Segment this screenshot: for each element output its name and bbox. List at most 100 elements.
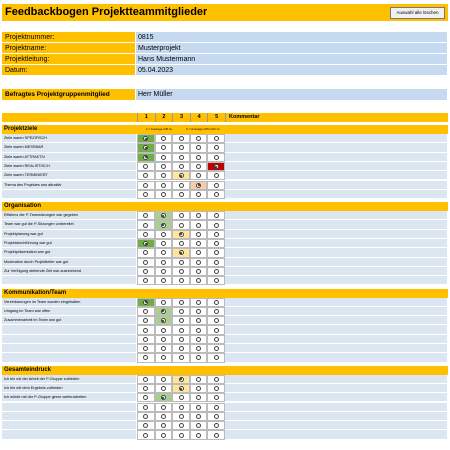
radio xyxy=(160,136,166,142)
info-label: Datum: xyxy=(2,65,136,76)
radio xyxy=(213,355,219,361)
radio xyxy=(178,213,184,219)
radio xyxy=(196,250,202,256)
radio xyxy=(196,136,202,142)
radio xyxy=(213,299,219,305)
comment-cell xyxy=(225,334,448,344)
radio xyxy=(213,386,219,392)
radio xyxy=(143,423,149,429)
radio xyxy=(160,250,166,256)
comment-cell xyxy=(225,180,448,190)
comment-cell xyxy=(225,402,448,412)
comment-cell xyxy=(225,161,448,172)
item-label: Moderation durch Projektleiter war gut xyxy=(2,257,137,267)
radio xyxy=(178,336,184,342)
radio xyxy=(196,423,202,429)
item-label xyxy=(2,353,137,363)
radio xyxy=(160,173,166,179)
info-value: Hans Mustermann xyxy=(136,54,448,65)
radio xyxy=(213,231,219,237)
radio-dot xyxy=(197,184,200,187)
radio xyxy=(196,327,202,333)
radio xyxy=(213,318,219,324)
comment-cell xyxy=(225,239,448,249)
item-label xyxy=(2,344,137,354)
item-label: Projektpräsentation war gut xyxy=(2,248,137,258)
comment-cell xyxy=(225,266,448,277)
radio xyxy=(178,308,184,314)
item-label: Ziele waren REALISTISCH xyxy=(2,161,137,172)
item-label: Vereinbarungen im Team wurden eingehalte… xyxy=(2,297,137,307)
radio xyxy=(213,423,219,429)
radio xyxy=(178,241,184,247)
radio xyxy=(143,173,149,179)
radio-dot xyxy=(144,301,147,304)
radio xyxy=(143,259,149,265)
comment-cell xyxy=(225,306,448,317)
comment-cell xyxy=(225,421,448,431)
item-label: Thema des Projektes war attraktiv xyxy=(2,180,137,190)
radio xyxy=(178,327,184,333)
radio xyxy=(213,269,219,275)
radio xyxy=(196,318,202,324)
radio xyxy=(196,213,202,219)
radio xyxy=(178,278,184,284)
comment-cell xyxy=(225,344,448,354)
radio xyxy=(160,404,166,410)
info-label: Projektname: xyxy=(2,43,136,54)
radio-dot xyxy=(180,251,182,254)
radio xyxy=(196,154,202,160)
item-label xyxy=(2,189,137,200)
radio xyxy=(196,432,202,438)
radio xyxy=(143,376,149,382)
radio xyxy=(213,376,219,382)
radio xyxy=(213,259,219,265)
radio xyxy=(196,259,202,265)
info-value: Musterprojekt xyxy=(136,43,448,54)
radio xyxy=(143,336,149,342)
radio-dot xyxy=(144,242,147,245)
radio xyxy=(160,241,166,247)
radio xyxy=(213,145,219,151)
radio xyxy=(160,299,166,305)
radio xyxy=(160,191,166,197)
radio xyxy=(160,386,166,392)
scale-worst: 5 = Aussage trifft nicht zu xyxy=(186,127,220,131)
radio-dot xyxy=(180,233,182,236)
radio-dot xyxy=(162,396,165,399)
title-bar xyxy=(2,4,448,21)
item-label xyxy=(2,430,137,440)
radio xyxy=(213,395,219,401)
radio-dot xyxy=(180,174,182,177)
item-label xyxy=(2,325,137,335)
radio-dot xyxy=(215,165,218,168)
radio xyxy=(196,355,202,361)
comment-cell xyxy=(225,220,448,230)
member-label: Befragtes Projektgruppenmitglied xyxy=(2,89,136,101)
radio xyxy=(160,182,166,188)
comment-cell xyxy=(225,383,448,394)
comment-cell xyxy=(225,316,448,326)
section-header: Projektziele xyxy=(2,125,448,134)
info-value: 05.04.2023 xyxy=(136,65,448,76)
item-label: Projektplanung war gut xyxy=(2,229,137,239)
member-value: Herr Müller xyxy=(136,89,448,101)
radio-dot xyxy=(162,214,165,217)
comment-cell xyxy=(225,276,448,286)
rating-header: 3 xyxy=(172,113,190,122)
radio xyxy=(178,395,184,401)
radio xyxy=(178,191,184,197)
radio xyxy=(196,386,202,392)
comment-cell xyxy=(225,257,448,267)
radio xyxy=(213,154,219,160)
info-value: 0815 xyxy=(136,32,448,43)
radio xyxy=(160,423,166,429)
radio xyxy=(143,327,149,333)
clear-button[interactable]: Auswahl alle löschen xyxy=(390,7,445,19)
radio xyxy=(213,213,219,219)
radio xyxy=(213,413,219,419)
radio xyxy=(213,222,219,228)
comment-cell xyxy=(225,211,448,221)
comment-cell xyxy=(225,430,448,440)
